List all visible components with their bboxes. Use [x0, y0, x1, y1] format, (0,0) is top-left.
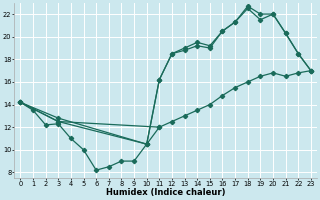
X-axis label: Humidex (Indice chaleur): Humidex (Indice chaleur) — [106, 188, 225, 197]
